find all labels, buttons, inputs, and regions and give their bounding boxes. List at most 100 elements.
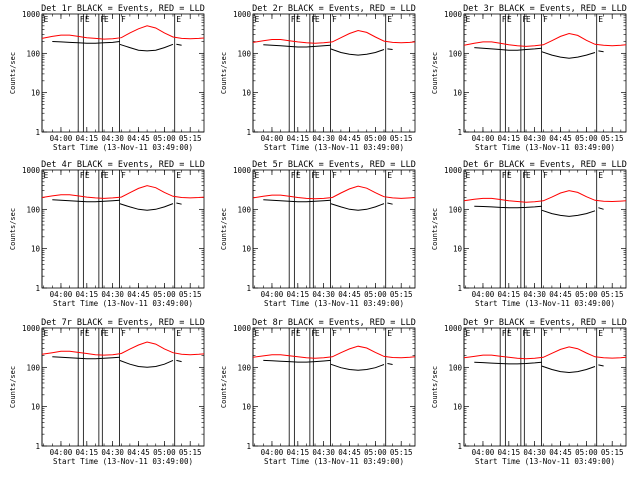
events-series-line [541,209,596,217]
y-tick-label: 1000 [22,166,41,175]
x-tick-label: 04:00 [472,134,495,143]
y-tick-label: 100 [237,205,251,214]
y-tick-label: 1 [246,284,251,293]
event-marker-label: E [507,171,512,180]
y-tick-label: 10 [242,403,252,412]
x-axis-label: Start Time (13-Nov-11 03:49:00) [264,143,404,152]
y-tick-label: 1000 [22,324,41,333]
x-tick-label: 05:15 [601,290,624,299]
event-marker-label: E [255,329,260,338]
event-marker-label: F [522,15,527,24]
y-axis-label: Counts/sec [431,52,439,94]
event-marker-label: E [315,329,320,338]
y-tick-label: 1 [246,442,251,451]
chart-panel-3: Det 3r BLACK = Events, RED = LLD 1 10 100 10… [431,4,627,152]
x-tick-label: 04:15 [498,134,521,143]
x-axis-label: Start Time (13-Nov-11 03:49:00) [475,299,615,308]
event-marker-label: F [291,171,296,180]
events-series-line [474,205,542,209]
event-marker-label: E [526,15,531,24]
event-marker-label: F [100,329,105,338]
y-tick-label: 1000 [233,10,252,19]
event-marker-label: F [80,15,85,24]
x-tick-label: 04:00 [261,134,284,143]
event-marker-label: F [311,329,316,338]
y-axis-label: Counts/sec [9,208,17,250]
x-tick-label: 04:15 [498,448,521,457]
event-marker-label: F [502,329,507,338]
event-marker-label: E [466,15,471,24]
x-tick-label: 05:15 [179,134,202,143]
events-series-line [387,363,393,365]
events-series-line [387,202,393,205]
y-tick-label: 100 [237,49,251,58]
y-tick-label: 100 [448,363,462,372]
y-tick-label: 1 [35,128,40,137]
events-series-line [541,51,596,59]
lld-series-line [463,32,627,47]
event-marker-label: E [598,15,603,24]
x-tick-label: 04:15 [287,134,310,143]
x-tick-label: 04:00 [472,448,495,457]
x-tick-label: 04:00 [50,448,73,457]
event-marker-label: E [176,171,181,180]
x-tick-label: 04:15 [287,448,310,457]
event-marker-label: F [502,15,507,24]
events-series-line [598,364,604,367]
x-tick-label: 04:30 [312,448,335,457]
event-marker-label: F [311,171,316,180]
x-tick-label: 04:00 [261,448,284,457]
lld-series-line [252,345,416,359]
events-series-line [263,199,331,203]
x-tick-label: 04:00 [50,134,73,143]
y-axis-label: Counts/sec [431,366,439,408]
x-tick-label: 04:00 [50,290,73,299]
event-marker-label: F [121,171,126,180]
event-marker-label: E [255,15,260,24]
x-tick-label: 05:00 [153,448,176,457]
y-tick-label: 10 [453,245,463,254]
x-tick-label: 04:30 [312,134,335,143]
y-tick-label: 10 [242,245,252,254]
events-series-line [52,199,120,203]
event-marker-label: F [543,171,548,180]
x-tick-label: 04:00 [472,290,495,299]
events-series-line [263,359,331,363]
y-tick-label: 100 [26,49,40,58]
event-marker-label: F [543,329,548,338]
y-tick-label: 10 [242,89,252,98]
event-marker-label: E [104,171,109,180]
y-tick-label: 10 [31,245,41,254]
event-marker-label: F [291,15,296,24]
x-tick-label: 04:45 [549,134,572,143]
events-series-line [176,43,182,46]
event-marker-label: F [522,171,527,180]
x-tick-label: 04:45 [127,290,150,299]
lld-series-line [41,185,205,199]
x-tick-label: 04:45 [127,448,150,457]
event-marker-label: E [526,329,531,338]
x-tick-label: 04:30 [101,134,124,143]
x-tick-label: 05:00 [153,290,176,299]
event-marker-label: E [507,15,512,24]
x-tick-label: 04:45 [549,448,572,457]
events-series-line [330,363,385,371]
x-tick-label: 05:00 [364,448,387,457]
event-marker-label: E [315,15,320,24]
x-tick-label: 05:00 [153,134,176,143]
chart-title: Det 7r BLACK = Events, RED = LLD [41,318,205,328]
x-tick-label: 05:15 [179,448,202,457]
event-marker-label: E [296,329,301,338]
event-marker-label: F [100,171,105,180]
x-tick-label: 05:15 [601,134,624,143]
x-tick-label: 05:00 [364,290,387,299]
x-tick-label: 04:45 [338,448,361,457]
x-tick-label: 04:30 [101,290,124,299]
y-tick-label: 1000 [444,324,463,333]
lld-series-line [41,25,205,40]
chart-panel-5: Det 5r BLACK = Events, RED = LLD 1 10 100 10… [220,160,416,308]
y-tick-label: 1000 [233,166,252,175]
event-marker-label: E [176,15,181,24]
